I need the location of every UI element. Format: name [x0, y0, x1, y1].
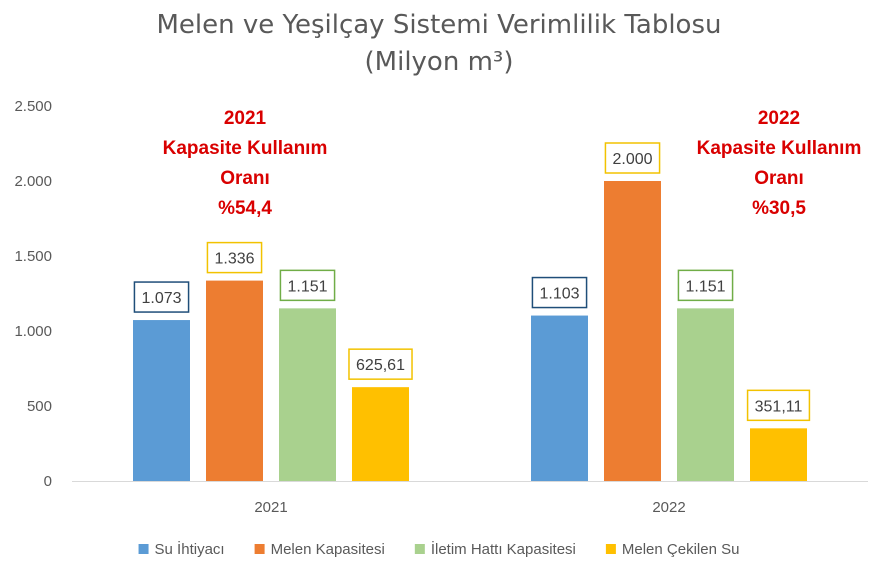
data-label-box: [279, 269, 336, 302]
annotation-text: Oranı: [220, 168, 270, 189]
data-label-box: [677, 269, 734, 302]
data-label-box: [348, 348, 413, 380]
legend-swatch: [414, 544, 425, 554]
annotation-text: 2021: [224, 108, 267, 129]
y-tick-label: 1.000: [14, 323, 52, 340]
data-label: 1.103: [539, 286, 579, 303]
chart-subtitle: (Milyon m³): [364, 47, 514, 77]
annotation-text: Kapasite Kullanım: [163, 138, 328, 159]
data-label-box: [133, 281, 190, 313]
annotation-text: %30,5: [752, 198, 806, 219]
data-label-box: [604, 142, 661, 174]
annotation-text: Kapasite Kullanım: [697, 138, 862, 159]
y-tick-label: 2.500: [14, 98, 52, 115]
data-label-box: [206, 241, 263, 274]
data-label: 1.151: [287, 278, 327, 295]
y-tick-label: 0: [44, 473, 52, 490]
bar: [279, 308, 336, 481]
legend-label: Melen Kapasitesi: [271, 541, 385, 558]
legend-swatch: [254, 544, 265, 554]
data-label: 351,11: [755, 398, 803, 415]
data-label: 1.336: [214, 251, 254, 268]
data-label: 1.073: [141, 290, 181, 307]
data-label: 625,61: [356, 357, 405, 374]
annotation-text: Oranı: [754, 168, 804, 189]
y-tick-label: 500: [27, 398, 52, 415]
legend-swatch: [138, 544, 149, 554]
legend-swatch: [605, 544, 616, 554]
y-tick-label: 1.500: [14, 248, 52, 265]
chart-title: Melen ve Yeşilçay Sistemi Verimlilik Tab…: [156, 10, 722, 40]
bar: [352, 387, 409, 481]
bar: [750, 428, 807, 481]
x-tick-label: 2021: [254, 499, 287, 516]
bar: [133, 320, 190, 481]
bar: [604, 181, 661, 481]
bar: [531, 315, 588, 481]
legend-label: İletim Hattı Kapasitesi: [431, 540, 576, 558]
bar: [206, 280, 263, 481]
data-label: 2.000: [612, 151, 652, 168]
annotation-text: %54,4: [218, 198, 272, 219]
data-label: 1.151: [685, 278, 725, 295]
data-label-box: [746, 389, 811, 422]
bar: [677, 308, 734, 481]
annotation-text: 2022: [758, 108, 800, 129]
legend-label: Su İhtiyacı: [155, 540, 225, 558]
y-tick-label: 2.000: [14, 173, 52, 190]
x-tick-label: 2022: [652, 499, 685, 516]
legend-label: Melen Çekilen Su: [622, 541, 740, 558]
data-label-box: [531, 276, 588, 309]
